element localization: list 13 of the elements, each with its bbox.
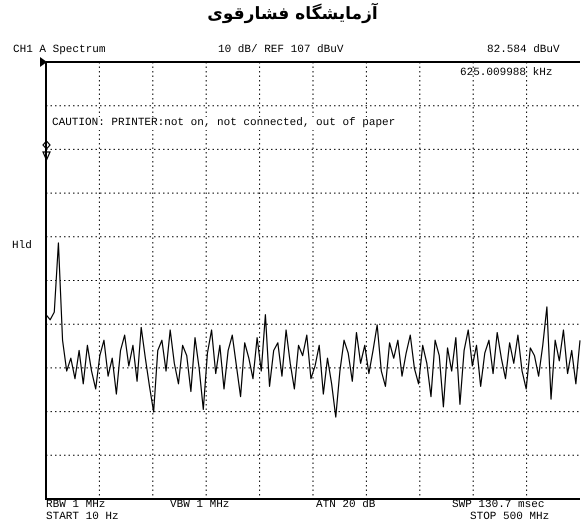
text: 82.584 dBuV: [487, 44, 560, 57]
text: 10 dB/ REF 107 dBuV: [218, 44, 344, 57]
chart-title: آزمایشگاه فشارقوی: [206, 4, 379, 24]
text: CAUTION: PRINTER:not on, not connected, out of paper: [52, 117, 396, 130]
annotation: RBW 1 MHz: [46, 499, 106, 512]
text: 625.009988 kHz: [460, 67, 552, 80]
annotation: SWP 130.7 msec: [452, 499, 544, 512]
text: STOP 500 MHz: [470, 511, 550, 524]
text: CH1 A Spectrum: [13, 44, 106, 57]
text: Hld: [12, 240, 32, 253]
annotation: VBW 1 MHz: [170, 499, 230, 512]
annotation: ATN 20 dB: [316, 499, 376, 512]
text: START 10 Hz: [46, 511, 119, 524]
